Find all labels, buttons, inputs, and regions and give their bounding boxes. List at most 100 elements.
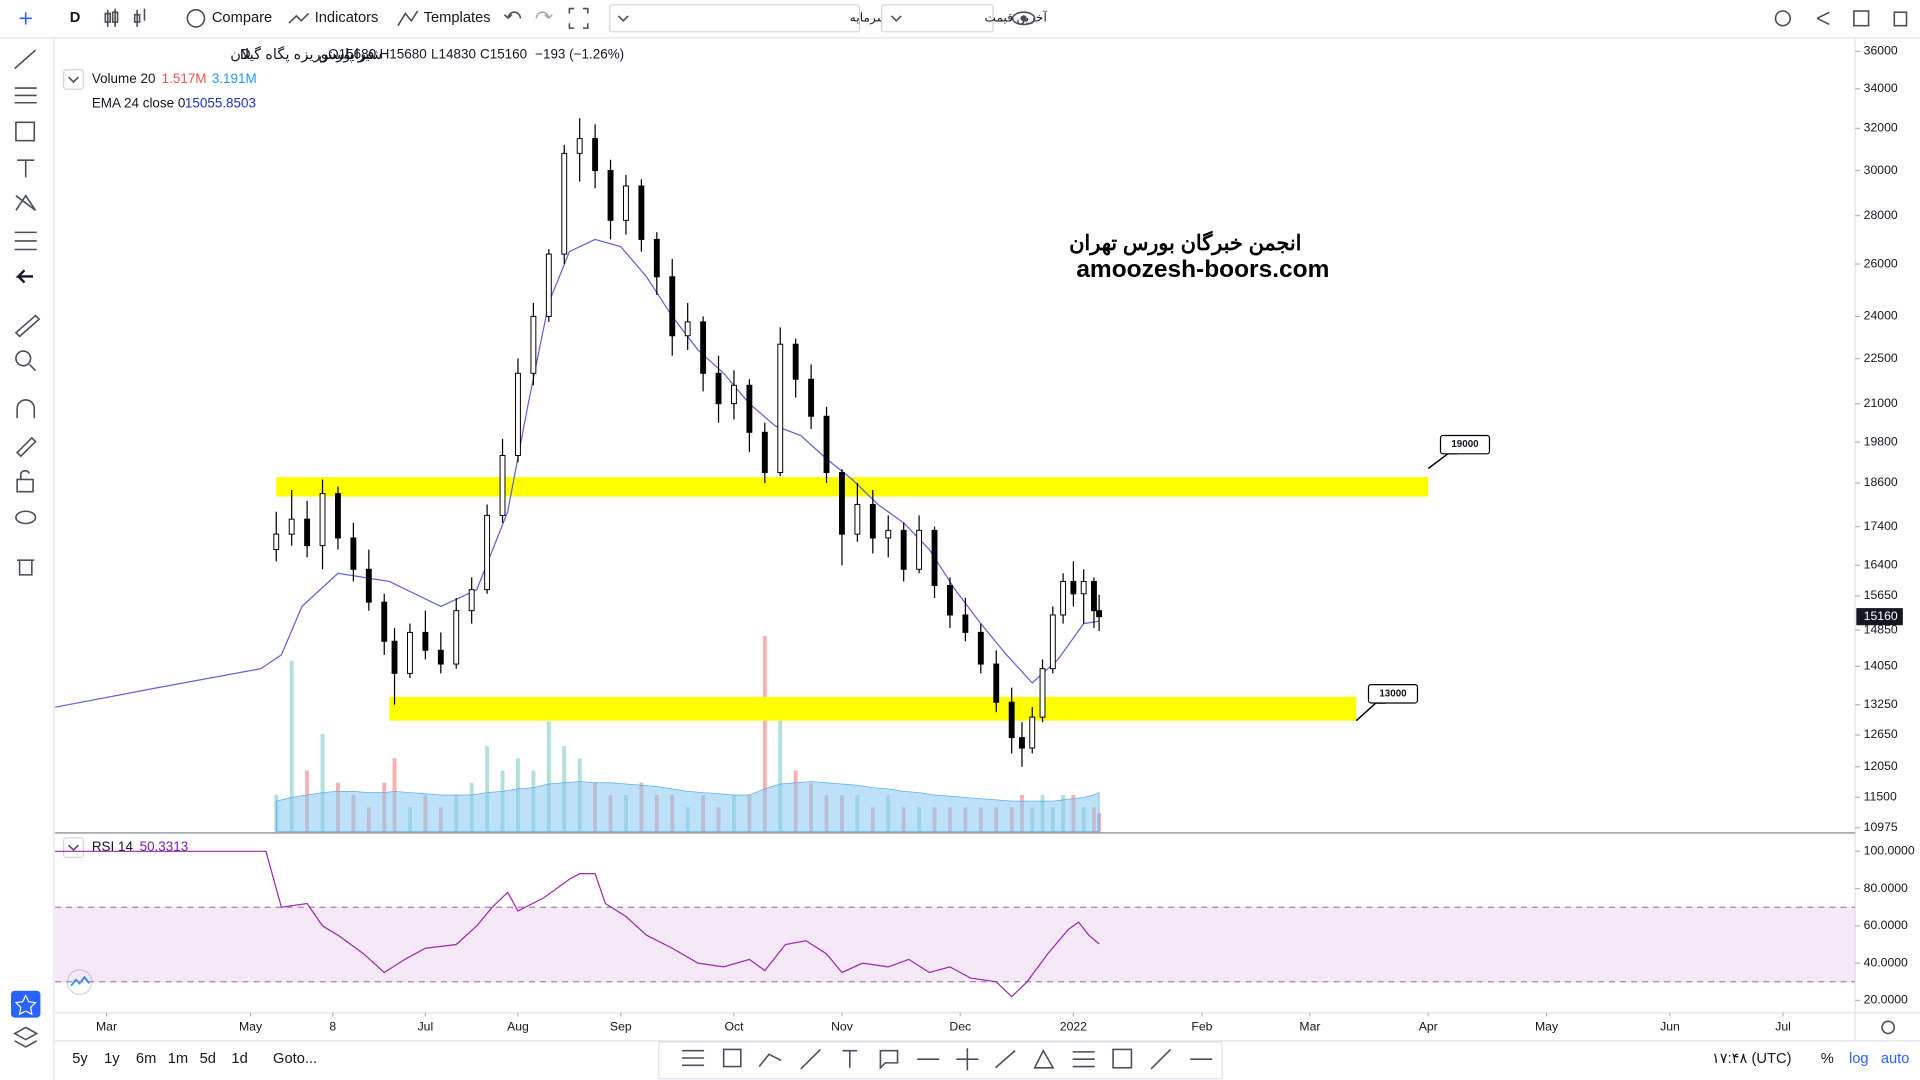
x-tick-label: Nov [831, 1020, 854, 1034]
y-tick-label: 40.0000 [1864, 955, 1908, 969]
ohlc-change: −193 (−1.26%) [535, 47, 624, 62]
symbol-name: شیر پاستوریزه پگاه گیلان [230, 45, 382, 63]
snapshot-button[interactable] [1853, 10, 1870, 27]
axis-settings-button[interactable] [1881, 1020, 1896, 1035]
goto-button[interactable]: Goto... [273, 1051, 317, 1067]
candle-body [1060, 580, 1067, 616]
volume-bar [778, 697, 783, 832]
candle-body [365, 568, 372, 603]
y-tick-label: 30000 [1864, 163, 1898, 177]
favorites-button[interactable] [11, 990, 41, 1018]
x-tick-label: May [239, 1020, 263, 1034]
delete-button[interactable] [1893, 11, 1908, 27]
range-button[interactable]: 6m [136, 1051, 156, 1067]
favorites-star [14, 994, 37, 1016]
candle-body [545, 253, 552, 317]
candle-body [273, 533, 280, 551]
exchange-name: فرابورس [318, 47, 374, 63]
range-button[interactable]: 5y [72, 1051, 88, 1067]
candle-body [499, 454, 506, 516]
x-tick-label: Sep [610, 1020, 632, 1034]
dropdown-arrow [890, 15, 902, 22]
range-button[interactable]: 5d [200, 1051, 216, 1067]
range-button[interactable]: 1y [104, 1051, 120, 1067]
templates-button[interactable]: Templates [424, 10, 491, 26]
candle-body [1019, 737, 1025, 749]
percent-toggle[interactable]: % [1821, 1051, 1834, 1067]
volume-value: 1.517M [162, 71, 207, 86]
candle-body [823, 415, 830, 474]
candle-body [1008, 701, 1015, 739]
collapse-button[interactable] [63, 837, 84, 859]
candle-body [1096, 610, 1103, 618]
volume-bar [546, 721, 551, 832]
ohlc-high: H15680 [380, 47, 427, 62]
collapse-arrow [68, 844, 79, 852]
drawing-toolbar [658, 1041, 1223, 1080]
candle-body [422, 631, 429, 651]
rsi-label: RSI 14 [92, 839, 134, 854]
x-tick-label: 8 [329, 1020, 336, 1034]
range-button[interactable]: 1d [231, 1051, 247, 1067]
candle-body [319, 493, 326, 547]
logo-mark [70, 975, 91, 987]
candle-body [962, 614, 969, 633]
x-tick-label: Jun [1660, 1020, 1680, 1034]
y-tick-label: 10975 [1864, 820, 1898, 834]
bar-style-button[interactable] [133, 8, 146, 27]
candle-body [761, 431, 768, 474]
settings-button[interactable] [1774, 10, 1791, 27]
y-tick-label: 15650 [1864, 588, 1898, 602]
undo-button[interactable] [503, 11, 522, 19]
dividend-dropdown[interactable] [609, 4, 861, 33]
candle-body [931, 529, 938, 587]
y-tick-label: 14850 [1864, 622, 1898, 636]
price-source-dropdown[interactable] [881, 4, 994, 33]
collapse-arrow [68, 76, 79, 84]
collapse-button[interactable] [63, 69, 84, 90]
compare-button[interactable]: Compare [212, 10, 272, 26]
volume-label: Volume 20 [92, 71, 156, 86]
candle-body [607, 170, 614, 221]
y-tick-label: 20.0000 [1864, 993, 1908, 1007]
candle-body [350, 537, 357, 570]
drawing-tools [682, 1048, 1213, 1071]
x-tick-label: Aug [507, 1020, 529, 1034]
candle-body [530, 315, 537, 374]
candle-body [288, 518, 295, 535]
y-tick-label: 80.0000 [1864, 881, 1908, 895]
candle-body [731, 384, 737, 405]
y-tick-label: 12650 [1864, 727, 1898, 741]
log-toggle[interactable]: log [1849, 1051, 1869, 1067]
rsi-band [55, 907, 1856, 982]
range-button[interactable]: 1m [168, 1051, 188, 1067]
ema-label: EMA 24 close 0 [92, 96, 186, 111]
candle-body [700, 321, 707, 374]
candle-body [854, 503, 861, 535]
support-zone [276, 477, 1429, 497]
chart-style-button[interactable] [104, 8, 119, 27]
indicators-button[interactable]: Indicators [315, 10, 379, 26]
candle-body [468, 589, 475, 612]
left-toolbar [13, 12, 41, 1048]
share-button[interactable] [1816, 11, 1830, 26]
candle-body [561, 152, 568, 255]
y-tick-label: 14050 [1864, 659, 1898, 673]
visibility-dot [1020, 15, 1027, 22]
ema-value: 15055.8503 [185, 96, 256, 111]
callout-box [1367, 684, 1419, 704]
interval-button[interactable]: D [70, 10, 81, 26]
candle-body [900, 529, 907, 570]
visibility-button[interactable] [1011, 11, 1036, 26]
fullscreen-button[interactable] [568, 7, 589, 29]
y-tick-label: 100.0000 [1864, 844, 1915, 858]
y-tick-label: 16400 [1864, 558, 1898, 572]
candle-body [1039, 668, 1046, 718]
rsi-value: 50.3313 [140, 839, 189, 854]
auto-toggle[interactable]: auto [1881, 1051, 1910, 1067]
y-tick-label: 18600 [1864, 475, 1898, 489]
redo-button[interactable] [535, 11, 553, 19]
